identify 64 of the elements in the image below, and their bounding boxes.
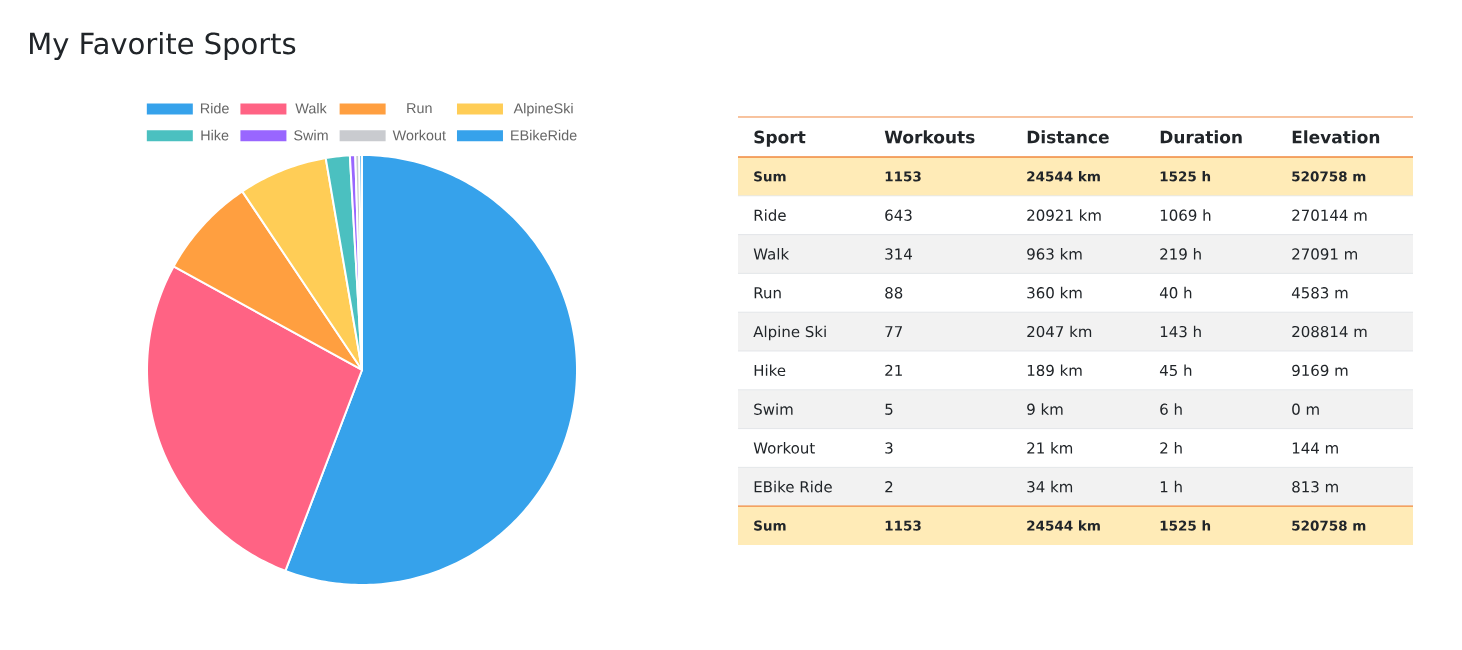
data-label: 45 h	[1159, 364, 1192, 377]
chart-title: My Favorite Sports	[30, 31, 296, 61]
category-label: Alpine Ski	[753, 325, 826, 341]
legend-label: Run	[407, 103, 432, 114]
data-label: 4583 m	[1291, 287, 1348, 299]
data-label: 9 km	[1027, 403, 1063, 415]
data-label: 520758 m	[1292, 171, 1366, 182]
legend-label: EBikeRide	[511, 129, 577, 141]
category-label: Swim	[754, 403, 793, 415]
data-label: 813 m	[1292, 481, 1338, 493]
data-label: 1153	[885, 171, 921, 182]
legend-label: Walk	[295, 102, 327, 114]
data-label: 40 h	[1159, 286, 1192, 299]
series-label: Workouts	[884, 130, 975, 144]
legend-label: AlpineSki	[513, 102, 573, 117]
category-label: Run	[754, 287, 781, 299]
data-label: 5	[885, 403, 893, 415]
text: Duration	[1160, 130, 1242, 144]
data-label: 88	[885, 287, 903, 299]
data-label: 208814 m	[1292, 325, 1367, 338]
data-label: 34 km	[1027, 480, 1073, 493]
data-label: 144 m	[1292, 442, 1338, 454]
legend-label: Ride	[200, 102, 229, 114]
data-label: 20921 km	[1027, 209, 1101, 221]
category-label: Sum	[754, 520, 786, 531]
data-label: 21 km	[1027, 442, 1073, 454]
data-label: 27091 m	[1292, 248, 1357, 260]
data-label: 360 km	[1027, 286, 1082, 299]
data-label: 2 h	[1160, 442, 1182, 454]
data-label: 219 h	[1160, 248, 1201, 260]
data-label: 3	[885, 442, 893, 454]
data-label: 189 km	[1027, 364, 1082, 377]
data-label: 2047 km	[1027, 325, 1092, 338]
legend-label: Swim	[294, 129, 328, 141]
data-label: 1153	[885, 520, 921, 531]
category-label: Sum	[754, 171, 786, 182]
data-label: 270144 m	[1292, 209, 1367, 221]
legend-label: Workout	[392, 129, 446, 141]
data-label: 1 h	[1160, 480, 1182, 493]
data-label: 143 h	[1160, 325, 1201, 338]
data-label: 1525 h	[1160, 171, 1211, 182]
data-label: 24544 km	[1027, 171, 1100, 182]
data-label: 24544 km	[1027, 520, 1100, 531]
data-label: 1525 h	[1160, 520, 1211, 531]
data-label: 9169 m	[1292, 364, 1348, 377]
category-label: Walk	[753, 248, 790, 260]
text: Sport	[754, 130, 806, 147]
text: Distance	[1027, 130, 1109, 144]
legend-label: Hike	[201, 129, 229, 141]
category-label: Hike	[754, 364, 786, 377]
data-label: 520758 m	[1292, 520, 1366, 531]
data-label: 21	[885, 364, 902, 376]
data-label: 6 h	[1160, 403, 1182, 415]
category-label: Workout	[753, 442, 815, 454]
data-label: 77	[885, 326, 903, 338]
data-label: 1069 h	[1160, 209, 1211, 221]
data-label: 314	[885, 248, 912, 260]
text: Elevation	[1292, 130, 1380, 144]
data-label: 2	[885, 481, 893, 493]
data-label: 963 km	[1027, 248, 1082, 260]
data-label: 0 m	[1292, 403, 1319, 415]
category-label: EBike Ride	[754, 480, 832, 493]
category-label: Ride	[754, 209, 786, 221]
data-label: 643	[885, 209, 912, 221]
